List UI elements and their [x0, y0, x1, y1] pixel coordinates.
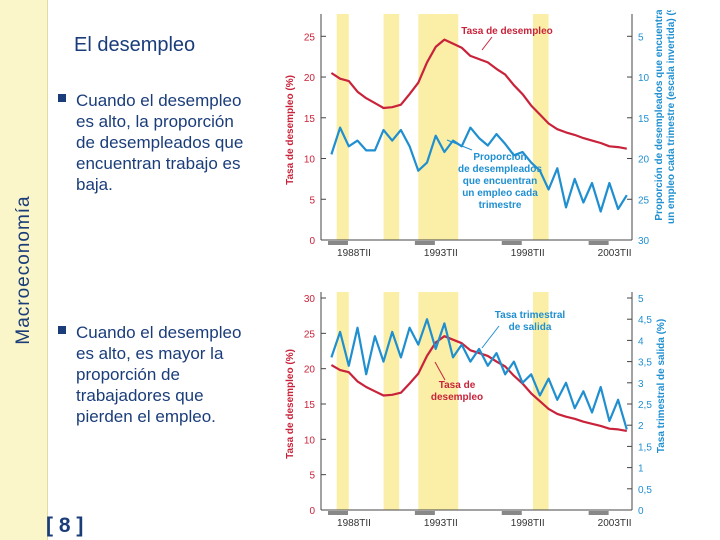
top-annotation-leader — [446, 139, 473, 151]
top-left-tick-label: 20 — [304, 73, 316, 84]
bottom-x-tick-bar — [501, 511, 522, 515]
top-x-tick-label: 1993TII — [424, 248, 458, 259]
chart-bottom: 0 5 10 15 20 25 30 0 0,5 1 1,5 2 2,5 3 3,5 4 4,5 5 1988TII… — [285, 292, 667, 529]
top-series-line-0 — [330, 38, 627, 150]
top-right-tick-label: 25 — [638, 195, 650, 206]
top-left-tick-label: 10 — [304, 155, 316, 166]
bottom-x-tick-bar — [414, 511, 435, 515]
bottom-right-tick-label: 5 — [638, 294, 644, 305]
bottom-right-tick-label: 1,5 — [638, 442, 652, 453]
bottom-left-tick-label: 15 — [304, 400, 316, 411]
bullet-1-marker — [58, 94, 66, 102]
top-left-tick-label: 5 — [309, 195, 315, 206]
slide-title: El desempleo — [74, 34, 196, 56]
bottom-left-tick-label: 10 — [304, 435, 316, 446]
bottom-x-tick-label: 1993TII — [424, 518, 458, 529]
bottom-recession-band-0 — [336, 292, 349, 510]
top-recession-band-2 — [418, 14, 459, 240]
top-x-tick-bar — [588, 241, 609, 245]
top-x-tick-label: 1998TII — [511, 248, 545, 259]
top-annotation-text: un empleo cada — [462, 188, 538, 199]
bottom-right-tick-label: 0,5 — [638, 485, 652, 496]
top-left-tick-label: 0 — [309, 236, 315, 247]
bottom-right-tick-label: 4,5 — [638, 315, 652, 326]
top-right-tick-label: 15 — [638, 114, 650, 125]
bullet-1: Cuando el desempleo es alto, la proporci… — [58, 90, 258, 240]
top-right-tick-label: 30 — [638, 236, 650, 247]
top-annotation-leader — [481, 36, 493, 51]
bottom-left-tick-label: 20 — [304, 365, 316, 376]
bottom-left-tick-label: 5 — [309, 471, 315, 482]
bottom-series-line-1 — [330, 318, 628, 430]
bottom-series-line-0 — [330, 335, 627, 432]
bullet-2: Cuando el desempleo es alto, es mayor la… — [58, 322, 258, 472]
bottom-annotation-text: de salida — [509, 322, 552, 333]
bullet-2-marker — [58, 326, 66, 334]
bottom-right-tick-label: 3 — [638, 379, 644, 390]
top-annotation-text: Tasa de desempleo — [461, 26, 553, 37]
bullet-1-text: Cuando el desempleo es alto, la proporci… — [76, 91, 244, 194]
bottom-recession-band-1 — [383, 292, 400, 510]
top-right-axis-title-line: un empleo cada trimestre (escala inverti… — [666, 10, 677, 224]
bottom-annotation-text: desempleo — [431, 392, 483, 403]
top-x-tick-label: 1988TII — [337, 248, 371, 259]
top-right-axis-title-line: Proporción de desempleados que encuentra… — [654, 10, 665, 221]
bottom-right-tick-label: 1 — [638, 464, 644, 475]
bottom-x-tick-label: 1998TII — [511, 518, 545, 529]
sidebar-band: Macroeconomía — [0, 0, 48, 540]
top-left-tick-label: 15 — [304, 114, 316, 125]
bottom-right-tick-label: 0 — [638, 506, 644, 517]
top-recession-band-0 — [336, 14, 349, 240]
bottom-right-tick-label: 2,5 — [638, 400, 652, 411]
page-number: [ 8 ] — [46, 514, 84, 537]
top-annotation-text: que encuentran — [463, 176, 537, 187]
top-x-tick-bar — [501, 241, 522, 245]
bottom-left-axis-title: Tasa de desempleo (%) — [285, 349, 296, 459]
bottom-x-tick-bar — [588, 511, 609, 515]
top-annotation-text: trimestre — [479, 200, 522, 211]
bottom-x-tick-label: 1988TII — [337, 518, 371, 529]
top-left-axis-title: Tasa de desempleo (%) — [285, 75, 296, 185]
bottom-x-tick-label: 2003TII — [598, 518, 632, 529]
top-annotation-text: Proporción — [473, 152, 526, 163]
chart-top: 0 5 10 15 20 25 5 10 15 20 25 30 1988TII 1993TII 1998T… — [285, 10, 677, 259]
sidebar-label-wrap: Macroeconomía — [4, 0, 44, 540]
sidebar-label: Macroeconomía — [13, 195, 34, 345]
top-annotation-text: de desempleados — [458, 164, 542, 175]
top-recession-band-3 — [532, 14, 549, 240]
top-series-line-1 — [330, 126, 628, 213]
bottom-annotation-text: Tasa trimestral — [495, 310, 566, 321]
bottom-right-tick-label: 2 — [638, 421, 644, 432]
bottom-annotation-text: Tasa de — [439, 380, 476, 391]
bottom-left-tick-label: 0 — [309, 506, 315, 517]
top-x-tick-bar — [414, 241, 435, 245]
bottom-right-tick-label: 4 — [638, 336, 644, 347]
bullet-2-text: Cuando el desempleo es alto, es mayor la… — [76, 323, 242, 426]
bottom-left-tick-label: 25 — [304, 329, 316, 340]
top-x-tick-label: 2003TII — [598, 248, 632, 259]
top-right-tick-label: 5 — [638, 32, 644, 43]
top-right-tick-label: 20 — [638, 155, 650, 166]
bottom-right-tick-label: 3,5 — [638, 358, 652, 369]
bottom-x-tick-bar — [328, 511, 349, 515]
bottom-left-tick-label: 30 — [304, 294, 316, 305]
bottom-annotation-leader — [434, 361, 446, 381]
top-recession-band-1 — [383, 14, 400, 240]
top-right-tick-label: 10 — [638, 73, 650, 84]
top-left-tick-label: 25 — [304, 32, 316, 43]
top-x-tick-bar — [328, 241, 349, 245]
bottom-right-axis-title-line: Tasa trimestral de salida (%) — [656, 319, 667, 453]
bottom-annotation-leader — [481, 325, 500, 349]
